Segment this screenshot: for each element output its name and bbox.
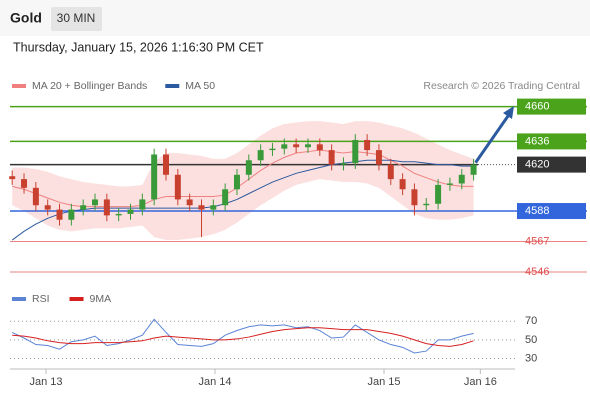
level-label: 4620 — [525, 159, 549, 171]
y-tick-label: 50 — [525, 334, 537, 346]
legend-swatch — [12, 297, 26, 301]
candle-body — [68, 209, 75, 220]
candle-body — [245, 160, 252, 175]
series-line — [12, 327, 474, 347]
candle-body — [364, 139, 371, 151]
forecast-arrow — [474, 115, 510, 164]
y-tick-label: 30 — [525, 352, 537, 364]
candle-body — [435, 184, 442, 204]
candle-body — [446, 183, 453, 185]
candle-body — [21, 179, 28, 188]
y-tick-label: 70 — [525, 315, 537, 327]
source: Research © 2026 Trading Central — [423, 80, 580, 92]
date: Thursday, January 15, 2026 1:16:30 PM CE… — [13, 40, 264, 54]
x-tick-label: Jan 16 — [464, 376, 497, 388]
level-box — [517, 133, 586, 150]
x-tick-label: Jan 13 — [29, 376, 62, 388]
candle-body — [340, 163, 347, 165]
candle-body — [352, 139, 359, 164]
candle-body — [257, 150, 264, 161]
legend-swatch — [165, 84, 180, 88]
candle-body — [127, 209, 134, 214]
candle-body — [399, 179, 406, 190]
legend-label: RSI — [32, 293, 50, 305]
candle-body — [411, 189, 418, 206]
level-label: 4660 — [525, 101, 549, 113]
candle-body — [92, 199, 99, 206]
candle-body — [162, 154, 169, 175]
candle-body — [32, 187, 39, 206]
candle-body — [9, 176, 16, 180]
x-tick-label: Jan 14 — [198, 376, 231, 388]
legend-swatch — [69, 297, 84, 301]
candle-body — [233, 174, 240, 190]
level-label: 4636 — [525, 135, 549, 147]
timeframe[interactable]: 30 MIN — [57, 11, 96, 25]
timeframe-button[interactable] — [51, 7, 102, 31]
candle-body — [387, 164, 394, 180]
candle-body — [328, 150, 335, 165]
legend-swatch — [12, 84, 26, 88]
level-label: 4588 — [525, 205, 549, 217]
candle-body — [80, 205, 87, 210]
candle-body — [210, 205, 217, 210]
candle-body — [304, 144, 311, 148]
candle-body — [139, 199, 146, 210]
legend-label: MA 50 — [185, 80, 215, 92]
x-tick-label: Jan 15 — [368, 376, 401, 388]
candle-body — [186, 199, 193, 206]
arrow-head — [503, 106, 514, 119]
candle-body — [174, 174, 181, 200]
candle-body — [269, 148, 276, 151]
series-line — [11, 159, 474, 241]
candle-body — [103, 199, 110, 216]
candle-body — [470, 164, 477, 175]
series-line — [12, 149, 474, 208]
level-label: 4567 — [525, 235, 549, 247]
candle-body — [151, 154, 158, 200]
candle-body — [423, 203, 430, 206]
candle-body — [458, 174, 465, 184]
instrument: Gold — [10, 10, 42, 26]
candle-body — [44, 205, 51, 210]
level-box — [517, 156, 586, 173]
candle-body — [115, 213, 122, 216]
candle-body — [375, 150, 382, 165]
level-box — [517, 203, 586, 220]
candle-body — [281, 144, 288, 149]
candle-body — [56, 209, 63, 220]
legend-label: 9MA — [90, 293, 112, 305]
candle-body — [316, 144, 323, 151]
level-label: 4546 — [525, 266, 549, 278]
candle-body — [222, 189, 229, 206]
candle-body — [198, 205, 205, 210]
legend-label: MA 20 + Bollinger Bands — [32, 80, 147, 92]
candle-body — [293, 144, 300, 148]
series-line — [11, 318, 474, 354]
level-box — [517, 98, 586, 115]
